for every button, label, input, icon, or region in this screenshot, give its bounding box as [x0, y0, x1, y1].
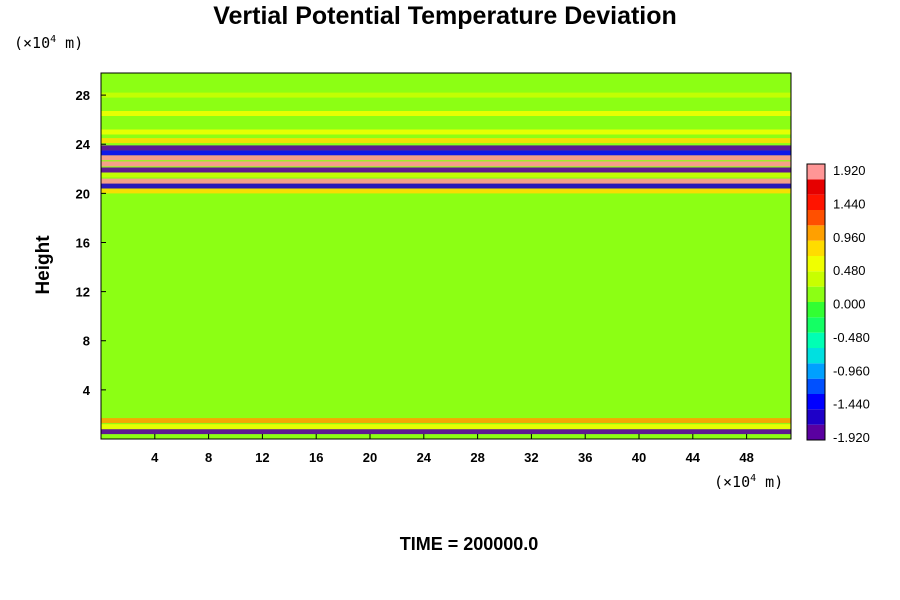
- colorbar-tick-label: -0.480: [833, 330, 870, 345]
- data-band: [101, 188, 791, 194]
- colorbar-segment: [807, 378, 825, 394]
- colorbar-frame: [806, 163, 826, 441]
- x-axis-unit: (×104 m): [714, 473, 783, 491]
- x-tick-label: 36: [578, 450, 592, 465]
- colorbar: [806, 163, 826, 441]
- x-tick-label: 48: [739, 450, 753, 465]
- colorbar-segment: [807, 424, 825, 440]
- data-band: [101, 418, 791, 424]
- y-axis-unit: (×104 m): [14, 34, 83, 52]
- y-axis-ticks: 4 8 12 16 20 24 28: [76, 88, 106, 398]
- y-tick-label: 8: [83, 334, 90, 349]
- data-band: [101, 161, 791, 167]
- colorbar-segment: [807, 302, 825, 318]
- y-tick-label: 24: [76, 137, 91, 152]
- x-tick-label: 12: [255, 450, 269, 465]
- x-axis-ticks: 4 8 12 16 20 24 28 32 36 40 44 48: [151, 434, 754, 465]
- y-tick-label: 28: [76, 88, 90, 103]
- data-band: [101, 424, 791, 430]
- colorbar-tick-label: 0.000: [833, 297, 866, 312]
- x-tick-label: 28: [470, 450, 484, 465]
- colorbar-segment: [807, 194, 825, 210]
- plot-background: [101, 73, 791, 439]
- data-band: [101, 111, 791, 116]
- x-tick-label: 16: [309, 450, 323, 465]
- data-band: [101, 155, 791, 161]
- x-tick-label: 44: [686, 450, 701, 465]
- colorbar-segment: [807, 286, 825, 302]
- colorbar-segment: [807, 409, 825, 425]
- colorbar-segment: [807, 256, 825, 272]
- colorbar-tick-label: -1.440: [833, 397, 870, 412]
- data-band: [101, 129, 791, 135]
- colorbar-segment: [807, 317, 825, 333]
- colorbar-segment: [807, 225, 825, 241]
- colorbar-tick-label: 0.960: [833, 230, 866, 245]
- data-band: [101, 183, 791, 189]
- x-tick-label: 20: [363, 450, 377, 465]
- colorbar-segment: [807, 179, 825, 195]
- colorbar-segment: [807, 210, 825, 226]
- colorbar-tick-label: -1.920: [833, 430, 870, 445]
- time-label: TIME = 200000.0: [400, 534, 539, 554]
- plot-area: [100, 72, 792, 440]
- data-bands: [101, 92, 791, 435]
- colorbar-tick-label: 1.920: [833, 163, 866, 178]
- data-band: [101, 429, 791, 435]
- colorbar-segment: [807, 363, 825, 379]
- colorbar-segment: [807, 164, 825, 180]
- colorbar-segment: [807, 394, 825, 410]
- colorbar-tick-label: 1.440: [833, 196, 866, 211]
- x-tick-label: 24: [417, 450, 432, 465]
- data-band: [101, 92, 791, 98]
- chart-title: Vertial Potential Temperature Deviation: [213, 2, 677, 30]
- x-tick-label: 4: [151, 450, 159, 465]
- y-tick-label: 20: [76, 186, 90, 201]
- y-axis-label: Height: [33, 235, 54, 295]
- y-tick-label: 12: [76, 285, 90, 300]
- x-tick-label: 32: [524, 450, 538, 465]
- colorbar-segment: [807, 240, 825, 256]
- colorbar-tick-label: 0.480: [833, 263, 866, 278]
- data-band: [101, 150, 791, 156]
- data-band: [101, 138, 791, 144]
- colorbar-segment: [807, 348, 825, 364]
- y-tick-label: 4: [83, 383, 91, 398]
- data-band: [101, 145, 791, 151]
- data-band: [101, 167, 791, 173]
- colorbar-segment: [807, 271, 825, 287]
- colorbar-tick-label: -0.960: [833, 363, 870, 378]
- x-tick-label: 8: [205, 450, 212, 465]
- x-tick-label: 40: [632, 450, 646, 465]
- data-band: [101, 172, 791, 178]
- colorbar-segment: [807, 332, 825, 348]
- data-band: [101, 178, 791, 184]
- plot-frame: [100, 72, 792, 440]
- y-tick-label: 16: [76, 235, 90, 250]
- colorbar-labels: 1.920 1.440 0.960 0.480 0.000 -0.480 -0.960 -1.…: [833, 163, 870, 445]
